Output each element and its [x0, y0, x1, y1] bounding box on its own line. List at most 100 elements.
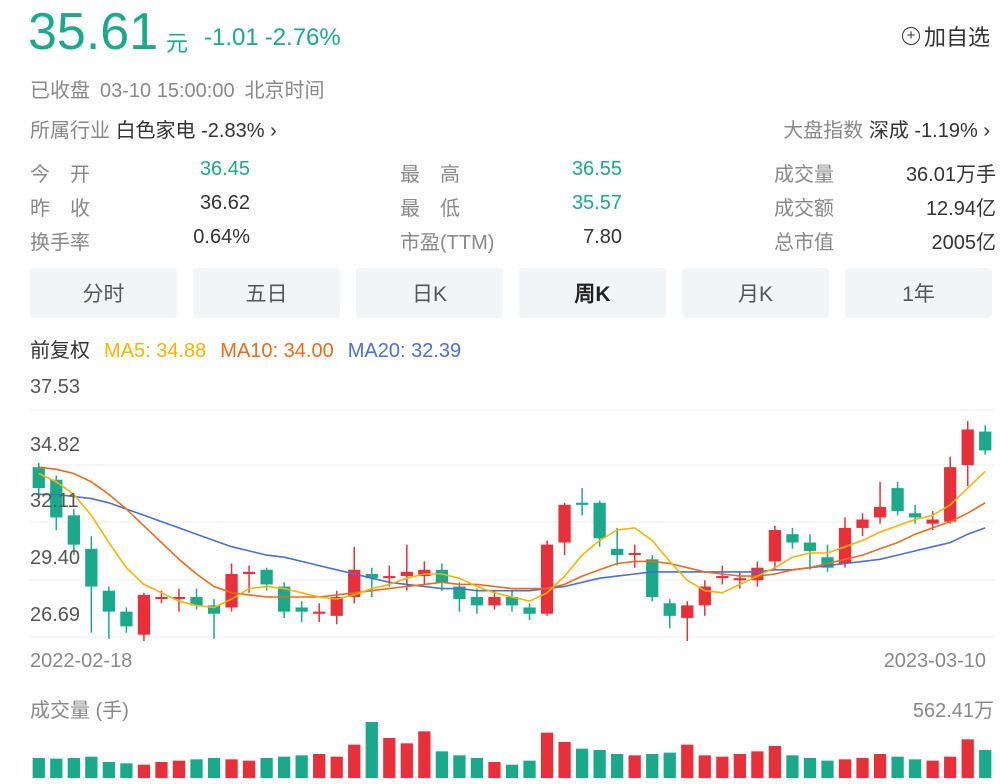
price-unit: 元 [166, 31, 189, 56]
volume-bar [453, 755, 466, 778]
candle-up [873, 506, 887, 518]
x-end-label: 2023-03-10 [883, 650, 986, 672]
tab-monthly-k[interactable]: 月K [682, 268, 829, 318]
volume-bar [593, 750, 606, 778]
volume-bar [278, 756, 291, 778]
tab-one-year[interactable]: 1年 [845, 268, 992, 318]
volume-bar [646, 754, 659, 778]
candle-down [190, 597, 203, 606]
candle-up [313, 611, 326, 614]
y-tick-label: 32.11 [30, 490, 79, 512]
candle-down [646, 559, 659, 598]
volume-bar [873, 754, 887, 778]
volume-bar [856, 758, 869, 778]
stat-label: 成交量 [774, 164, 834, 186]
volume-bar [751, 751, 764, 778]
stat-value-low: 35.57 [571, 192, 622, 214]
ma20-line [38, 493, 986, 592]
ma20-value: MA20: 32.39 [347, 340, 462, 362]
ma5-value: MA5: 34.88 [104, 340, 207, 362]
candle-up [137, 594, 151, 635]
candle-down [611, 548, 624, 556]
candle-up [716, 576, 729, 579]
market-index-link[interactable]: 大盘指数 深成 -1.19% › [783, 114, 990, 143]
candle-down [523, 607, 536, 614]
add-watchlist-label: 加自选 [923, 25, 990, 50]
candle-up [348, 569, 361, 598]
volume-bar [786, 755, 799, 778]
candle-down [365, 573, 378, 579]
adjust-mode[interactable]: 前复权 [30, 340, 90, 362]
add-watchlist-button[interactable]: + 加自选 [901, 20, 990, 52]
volume-bar [295, 755, 308, 778]
stat-value-amount: 12.94亿 [925, 198, 996, 220]
y-tick-label: 37.53 [30, 376, 81, 398]
volume-max: 562.41万 [912, 700, 994, 722]
volume-bar [348, 744, 361, 778]
candle-up [838, 527, 852, 564]
candle-down [470, 597, 484, 606]
candle-down [505, 597, 519, 606]
volume-bar [260, 758, 273, 778]
volume-bar [716, 756, 729, 778]
stat-label: 成交额 [774, 198, 834, 220]
stat-value-mcap: 2005亿 [931, 232, 997, 254]
candle-up [733, 578, 746, 581]
volume-bar [102, 762, 116, 778]
stat-value-prev-close: 36.62 [199, 192, 250, 214]
candle-down [891, 488, 904, 512]
stat-label: 市盈(TTM) [400, 232, 495, 254]
tab-daily-k[interactable]: 日K [356, 268, 503, 318]
volume-bar [435, 751, 449, 778]
volume-bar [330, 756, 343, 778]
ma5-line [38, 470, 986, 609]
volume-bar [961, 739, 974, 778]
volume-bar [50, 758, 63, 778]
ma10-line [38, 466, 986, 598]
candle-up [418, 569, 431, 577]
candle-down [908, 513, 922, 518]
volume-bar [67, 758, 80, 778]
volume-bar [85, 756, 98, 778]
industry-value: 白色家电 -2.83% [115, 120, 265, 142]
tab-weekly-k[interactable]: 周K [519, 268, 666, 318]
volume-bar [400, 743, 413, 778]
candle-down [85, 548, 98, 587]
stat-value-volume: 36.01万手 [905, 164, 996, 186]
volume-bar [120, 763, 133, 778]
volume-bar [908, 759, 922, 778]
tab-five-day[interactable]: 五日 [193, 268, 340, 318]
volume-bar [768, 746, 782, 778]
industry-link[interactable]: 所属行业 白色家电 -2.83% › [30, 114, 277, 143]
volume-bar [891, 756, 904, 778]
candle-down [979, 431, 992, 451]
volume-bar [663, 752, 676, 778]
candle-up [628, 553, 641, 556]
stat-label: 最 低 [400, 198, 460, 220]
tab-intraday[interactable]: 分时 [30, 268, 177, 318]
volume-bar [628, 755, 641, 778]
volume-bar [944, 756, 957, 778]
industry-label: 所属行业 [30, 120, 110, 142]
candle-down [120, 611, 133, 627]
candle-up [856, 519, 869, 528]
candle-up [926, 519, 939, 524]
candle-down [102, 590, 116, 612]
candle-up [681, 605, 694, 618]
candle-up [330, 597, 343, 616]
stat-label: 最 高 [400, 164, 460, 186]
volume-bar [523, 760, 536, 778]
volume-title: 成交量 (手) [30, 700, 129, 722]
candle-down [786, 534, 799, 543]
status-timezone: 北京时间 [244, 80, 325, 102]
volume-bar [979, 750, 992, 778]
period-tabs: 分时 五日 日K 周K 月K 1年 [30, 268, 992, 318]
volume-bar [32, 758, 45, 778]
volume-bar [172, 760, 186, 778]
stat-label: 换手率 [30, 232, 90, 254]
stat-value-high: 36.55 [571, 158, 622, 180]
candle-up [558, 504, 571, 543]
candle-up [172, 597, 186, 600]
volume-bar [207, 758, 221, 778]
